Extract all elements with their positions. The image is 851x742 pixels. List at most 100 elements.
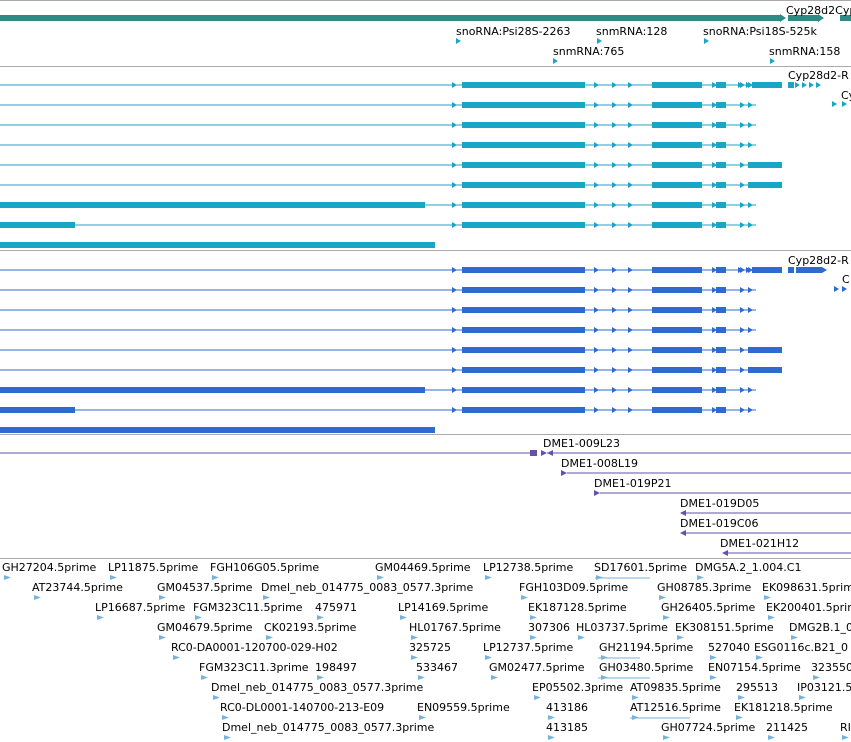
feature-label[interactable]: GH21194.5prime: [599, 641, 694, 654]
feature-label[interactable]: 533467: [416, 661, 458, 674]
est-marker[interactable]: [813, 675, 820, 680]
est-marker[interactable]: [411, 635, 418, 640]
feature-label[interactable]: HL03737.5prime: [576, 621, 668, 634]
feature-label[interactable]: snoRNA:Psi28S-2263: [456, 25, 571, 38]
feature-label[interactable]: GH26405.5prime: [661, 601, 756, 614]
transcript-row[interactable]: [0, 222, 756, 228]
transcript-row[interactable]: [0, 122, 756, 128]
feature-label[interactable]: SD17601.5prime: [594, 561, 687, 574]
est-marker[interactable]: [548, 735, 555, 740]
transcript-row[interactable]: [0, 427, 435, 433]
feature-label[interactable]: DME1-009L23: [543, 437, 620, 450]
gene-feature[interactable]: [788, 15, 818, 21]
est-marker[interactable]: [677, 635, 684, 640]
feature-label[interactable]: GM02477.5prime: [489, 661, 585, 674]
transcript-row[interactable]: [0, 407, 756, 413]
feature-label[interactable]: 307306: [528, 621, 570, 634]
feature-label[interactable]: 475971: [315, 601, 357, 614]
est-marker[interactable]: [222, 715, 229, 720]
small-rna-marker[interactable]: [770, 58, 775, 64]
feature-label[interactable]: snmRNA:128: [596, 25, 667, 38]
est-marker[interactable]: [173, 655, 180, 660]
feature-label[interactable]: HL01767.5prime: [409, 621, 501, 634]
transcript-row[interactable]: [0, 327, 756, 333]
transcript-row[interactable]: [0, 102, 756, 108]
est-marker[interactable]: [411, 655, 418, 660]
feature-label[interactable]: 325725: [409, 641, 451, 654]
feature-label[interactable]: snmRNA:765: [553, 45, 624, 58]
est-marker[interactable]: [663, 615, 670, 620]
transcript-exon[interactable]: [796, 267, 822, 273]
feature-label[interactable]: FGM323C11.3prime: [199, 661, 309, 674]
feature-label[interactable]: 413186: [546, 701, 588, 714]
est-marker[interactable]: [842, 735, 849, 740]
feature-label[interactable]: GH03480.5prime: [599, 661, 694, 674]
est-marker[interactable]: [768, 735, 775, 740]
est-marker[interactable]: [756, 655, 763, 660]
feature-label[interactable]: EK308151.5prime: [675, 621, 774, 634]
est-marker[interactable]: [663, 735, 670, 740]
feature-label[interactable]: Dmel_neb_014775_0083_0577.3prime: [261, 581, 473, 594]
feature-label[interactable]: AT09835.5prime: [630, 681, 721, 694]
feature-label[interactable]: EK187128.5prime: [528, 601, 627, 614]
small-rna-marker[interactable]: [704, 38, 709, 44]
transcript-row[interactable]: [0, 367, 782, 373]
transcript-row[interactable]: [0, 162, 782, 168]
transcript-row[interactable]: [0, 82, 782, 88]
feature-label[interactable]: 211425: [766, 721, 808, 734]
est-marker[interactable]: [419, 715, 426, 720]
est-marker[interactable]: [485, 575, 492, 580]
est-marker[interactable]: [534, 695, 541, 700]
est-marker[interactable]: [530, 615, 537, 620]
feature-label[interactable]: EN09559.5prime: [417, 701, 510, 714]
est-marker[interactable]: [110, 575, 117, 580]
transcript-row[interactable]: [0, 182, 782, 188]
feature-label[interactable]: 413185: [546, 721, 588, 734]
est-marker[interactable]: [491, 675, 498, 680]
feature-label[interactable]: LP14169.5prime: [398, 601, 489, 614]
feature-label[interactable]: EP05502.3prime: [532, 681, 623, 694]
est-marker[interactable]: [791, 635, 798, 640]
est-marker[interactable]: [632, 695, 639, 700]
feature-label[interactable]: DME1-021H12: [720, 537, 799, 550]
est-marker[interactable]: [159, 635, 166, 640]
gene-feature[interactable]: [0, 15, 780, 21]
est-marker[interactable]: [317, 615, 324, 620]
feature-label[interactable]: DME1-019D05: [680, 497, 759, 510]
est-marker[interactable]: [4, 575, 11, 580]
est-marker[interactable]: [97, 615, 104, 620]
est-marker[interactable]: [530, 635, 537, 640]
small-rna-marker[interactable]: [597, 38, 602, 44]
transcript-row[interactable]: [0, 242, 435, 248]
gene-feature[interactable]: [840, 15, 851, 21]
small-rna-marker[interactable]: [456, 38, 461, 44]
feature-label[interactable]: ESG0116c.B21_0: [754, 641, 848, 654]
feature-label[interactable]: LP12738.5prime: [483, 561, 574, 574]
transcript-row[interactable]: [0, 307, 756, 313]
feature-label[interactable]: 295513: [736, 681, 778, 694]
est-marker[interactable]: [201, 675, 208, 680]
feature-label[interactable]: DME1-019C06: [680, 517, 759, 530]
feature-label[interactable]: FGM323C11.5prime: [193, 601, 303, 614]
feature-label[interactable]: AT12516.5prime: [630, 701, 721, 714]
feature-label[interactable]: Dmel_neb_014775_0083_0577.3prime: [222, 721, 434, 734]
feature-label[interactable]: FGH103D09.5prime: [519, 581, 628, 594]
feature-label[interactable]: DMG5A.2_1.004.C1: [695, 561, 801, 574]
small-rna-marker[interactable]: [553, 58, 558, 64]
feature-label[interactable]: 323550: [811, 661, 851, 674]
est-marker[interactable]: [736, 715, 743, 720]
transcript-row[interactable]: [0, 387, 756, 393]
transcript-row[interactable]: [0, 142, 756, 148]
feature-label[interactable]: DME1-008L19: [561, 457, 638, 470]
transcript-exon[interactable]: [788, 267, 794, 273]
est-marker[interactable]: [263, 595, 270, 600]
est-marker[interactable]: [34, 595, 41, 600]
feature-label[interactable]: EK181218.5prime: [734, 701, 833, 714]
feature-label[interactable]: LP16687.5prime: [95, 601, 186, 614]
est-marker[interactable]: [400, 615, 407, 620]
feature-label[interactable]: GH27204.5prime: [2, 561, 97, 574]
feature-label[interactable]: DME1-019P21: [594, 477, 672, 490]
feature-label[interactable]: EK098631.5prime: [762, 581, 851, 594]
feature-label[interactable]: snmRNA:158: [769, 45, 840, 58]
est-marker[interactable]: [697, 575, 704, 580]
